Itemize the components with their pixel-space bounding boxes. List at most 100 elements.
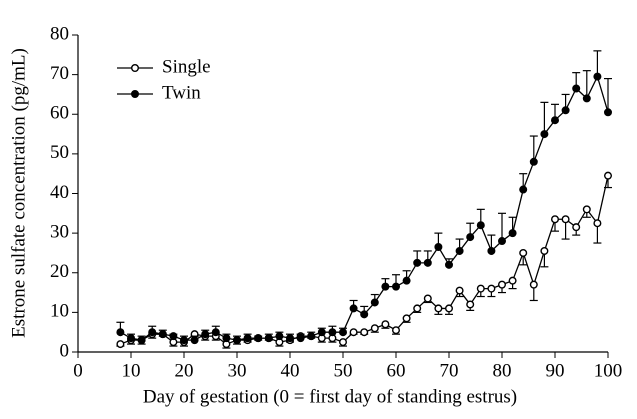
x-tick-label: 10 xyxy=(122,360,141,381)
data-point xyxy=(286,334,295,343)
data-point xyxy=(551,116,560,125)
y-tick-label: 10 xyxy=(50,301,69,322)
data-point xyxy=(529,157,538,166)
x-tick-label: 20 xyxy=(175,360,194,381)
data-point xyxy=(413,258,422,267)
data-point xyxy=(445,260,454,269)
data-point xyxy=(190,336,199,345)
x-tick-label: 60 xyxy=(387,360,406,381)
x-tick-label: 50 xyxy=(334,360,353,381)
data-point xyxy=(540,130,549,139)
data-point xyxy=(349,304,358,313)
data-point xyxy=(116,340,125,349)
data-point xyxy=(498,237,507,246)
data-point xyxy=(179,336,188,345)
data-point xyxy=(360,310,369,319)
data-point xyxy=(349,328,358,337)
data-point xyxy=(604,171,613,180)
data-point xyxy=(339,338,348,347)
y-tick-label: 0 xyxy=(60,340,70,361)
data-point xyxy=(275,332,284,341)
data-point xyxy=(455,286,464,295)
data-point xyxy=(540,246,549,255)
x-tick-label: 80 xyxy=(493,360,512,381)
x-axis-label: Day of gestation (0 = first day of stand… xyxy=(143,386,517,407)
y-tick-label: 30 xyxy=(50,221,69,242)
data-point xyxy=(582,94,591,103)
data-point xyxy=(487,284,496,293)
data-point xyxy=(466,233,475,242)
data-point xyxy=(402,276,411,285)
y-tick-label: 50 xyxy=(50,142,69,163)
data-point xyxy=(455,246,464,255)
data-point xyxy=(370,324,379,333)
y-tick-label: 40 xyxy=(50,182,69,203)
data-point xyxy=(519,248,528,257)
legend-marker xyxy=(130,89,139,98)
data-point xyxy=(572,223,581,232)
data-point xyxy=(434,242,443,251)
x-tick-label: 100 xyxy=(594,360,623,381)
data-point xyxy=(148,328,157,337)
y-tick-label: 20 xyxy=(50,261,69,282)
data-point xyxy=(116,328,125,337)
legend-marker xyxy=(130,63,139,72)
data-point xyxy=(519,185,528,194)
x-tick-label: 70 xyxy=(440,360,459,381)
data-point xyxy=(264,334,273,343)
legend-label: Single xyxy=(162,56,211,77)
data-point xyxy=(561,215,570,224)
data-point xyxy=(126,334,135,343)
data-point xyxy=(211,328,220,337)
data-point xyxy=(402,314,411,323)
data-point xyxy=(508,229,517,238)
data-point xyxy=(392,282,401,291)
data-point xyxy=(572,84,581,93)
data-point xyxy=(593,72,602,81)
data-point xyxy=(529,280,538,289)
data-point xyxy=(423,294,432,303)
data-point xyxy=(169,332,178,341)
series-line xyxy=(120,175,609,345)
data-point xyxy=(476,284,485,293)
data-point xyxy=(137,336,146,345)
data-point xyxy=(317,328,326,337)
data-point xyxy=(413,304,422,313)
data-point xyxy=(604,108,613,117)
data-point xyxy=(243,334,252,343)
data-point xyxy=(582,205,591,214)
data-point xyxy=(158,330,167,339)
data-point xyxy=(296,334,305,343)
data-point xyxy=(392,326,401,335)
data-point xyxy=(370,298,379,307)
data-point xyxy=(445,304,454,313)
legend-label: Twin xyxy=(162,82,201,103)
data-point xyxy=(593,219,602,228)
data-point xyxy=(381,282,390,291)
data-point xyxy=(423,258,432,267)
x-tick-label: 40 xyxy=(281,360,300,381)
data-point xyxy=(508,276,517,285)
data-point xyxy=(222,334,231,343)
data-point xyxy=(476,221,485,230)
x-tick-label: 30 xyxy=(228,360,247,381)
data-point xyxy=(328,328,337,337)
data-point xyxy=(339,328,348,337)
data-point xyxy=(307,332,316,341)
y-tick-label: 70 xyxy=(50,63,69,84)
data-point xyxy=(434,304,443,313)
y-tick-label: 80 xyxy=(50,23,69,44)
data-point xyxy=(498,280,507,289)
data-point xyxy=(466,300,475,309)
data-point xyxy=(487,246,496,255)
data-point xyxy=(561,106,570,115)
data-point xyxy=(360,328,369,337)
x-tick-label: 0 xyxy=(73,360,83,381)
y-tick-label: 60 xyxy=(50,103,69,124)
data-point xyxy=(201,330,210,339)
data-point xyxy=(551,215,560,224)
y-axis-label: Estrone sulfate concentration (pg/mL) xyxy=(8,48,29,338)
data-point xyxy=(381,320,390,329)
x-tick-label: 90 xyxy=(546,360,565,381)
